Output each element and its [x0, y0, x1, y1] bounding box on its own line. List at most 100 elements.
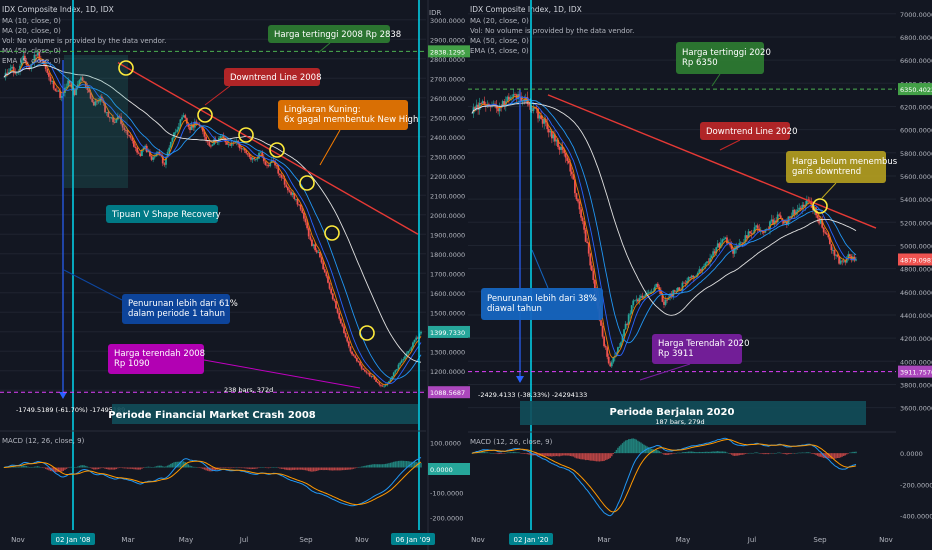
candle-body	[212, 145, 214, 146]
macd-bar	[524, 453, 525, 454]
macd-bar	[257, 468, 258, 469]
candle-body	[706, 261, 708, 263]
candle-body	[172, 138, 174, 142]
macd-bar	[290, 468, 291, 471]
macd-bar	[591, 453, 592, 461]
macd-bar	[101, 468, 102, 469]
macd-bar	[577, 453, 578, 458]
y-tick-label: 2400.0000	[430, 134, 465, 142]
macd-bar	[339, 468, 340, 471]
candle-body	[685, 283, 687, 284]
macd-bar	[603, 453, 604, 461]
candle-body	[818, 218, 820, 224]
macd-bar	[160, 466, 161, 468]
candle-body	[305, 219, 307, 223]
candle-body	[568, 161, 570, 163]
macd-bar	[614, 452, 615, 453]
macd-bar	[774, 453, 775, 454]
macd-bar	[82, 465, 83, 467]
candle-body	[367, 373, 369, 374]
macd-bar	[146, 467, 147, 468]
candle-body	[711, 256, 713, 258]
macd-bar	[305, 468, 306, 471]
macd-bar	[314, 468, 315, 472]
macd-bar	[143, 468, 144, 469]
macd-bar	[120, 468, 121, 469]
candle-body	[649, 292, 651, 293]
macd-bar	[106, 468, 107, 470]
macd-bar	[16, 467, 17, 468]
macd-bar	[136, 468, 137, 470]
candle-body	[362, 369, 364, 370]
candle-body	[841, 261, 843, 262]
yellow-circle	[300, 176, 314, 190]
macd-bar	[797, 453, 798, 454]
macd-bar	[502, 453, 503, 454]
macd-y-tick: -100.0000	[430, 490, 463, 498]
candle-body	[393, 373, 395, 377]
candle-body	[655, 284, 657, 287]
candle-body	[407, 351, 409, 353]
candle-body	[382, 386, 384, 387]
candle-body	[135, 147, 137, 148]
macd-bar	[511, 452, 512, 453]
macd-bar	[72, 467, 73, 468]
macd-bar	[92, 468, 93, 469]
candle-body	[420, 332, 422, 334]
macd-bar	[602, 453, 603, 461]
macd-bar	[499, 453, 500, 454]
macd-bar	[585, 453, 586, 460]
macd-bar	[313, 468, 314, 472]
candle-body	[292, 193, 294, 195]
candle-body	[637, 299, 639, 301]
candle-body	[11, 67, 13, 68]
indicator-legend: EMA (5, close, 0)	[2, 57, 61, 65]
candle-body	[266, 165, 268, 166]
macd-bar	[588, 453, 589, 460]
measure-label-2020: -2429.4133 (-38.33%) -24294133	[478, 391, 587, 399]
macd-bar	[69, 467, 70, 468]
macd-bar	[263, 467, 264, 468]
candle-body	[583, 221, 585, 230]
macd-bar	[834, 453, 835, 459]
macd-line	[4, 458, 421, 506]
candle-body	[763, 232, 765, 233]
macd-bar	[165, 466, 166, 467]
macd-bar	[771, 453, 772, 454]
macd-bar	[507, 452, 508, 453]
macd-bar	[802, 453, 803, 454]
y-tick-label: 4200.0000	[900, 335, 932, 343]
macd-bar	[21, 466, 22, 467]
macd-bar	[306, 468, 307, 471]
candle-body	[301, 210, 303, 213]
candle-body	[723, 239, 725, 240]
macd-bar	[786, 453, 787, 454]
price-tag-last-2020: 4879.0981	[900, 256, 932, 264]
macd-bar	[66, 468, 67, 469]
macd-bar	[742, 453, 743, 455]
macd-bar	[643, 445, 644, 453]
macd-bar	[87, 467, 88, 468]
candle-body	[692, 276, 694, 278]
macd-bar	[800, 453, 801, 454]
candle-body	[741, 242, 743, 243]
candle-body	[372, 376, 374, 377]
candle-body	[356, 358, 358, 361]
macd-bar	[379, 464, 380, 467]
x-tick-label: May	[676, 536, 690, 544]
candle-body	[343, 326, 345, 333]
candle-body	[834, 250, 836, 256]
macd-bar	[726, 453, 727, 454]
candle-body	[183, 115, 185, 117]
y-tick-label: 5400.0000	[900, 196, 932, 204]
macd-bar	[504, 453, 505, 454]
macd-bar	[130, 468, 131, 469]
macd-bar	[676, 453, 677, 454]
macd-bar	[754, 453, 755, 454]
macd-bar	[247, 468, 248, 469]
macd-bar	[659, 451, 660, 453]
macd-bar	[520, 453, 521, 454]
macd-bar	[748, 453, 749, 454]
x-tick-label: Sep	[299, 536, 313, 544]
macd-bar	[679, 453, 680, 454]
